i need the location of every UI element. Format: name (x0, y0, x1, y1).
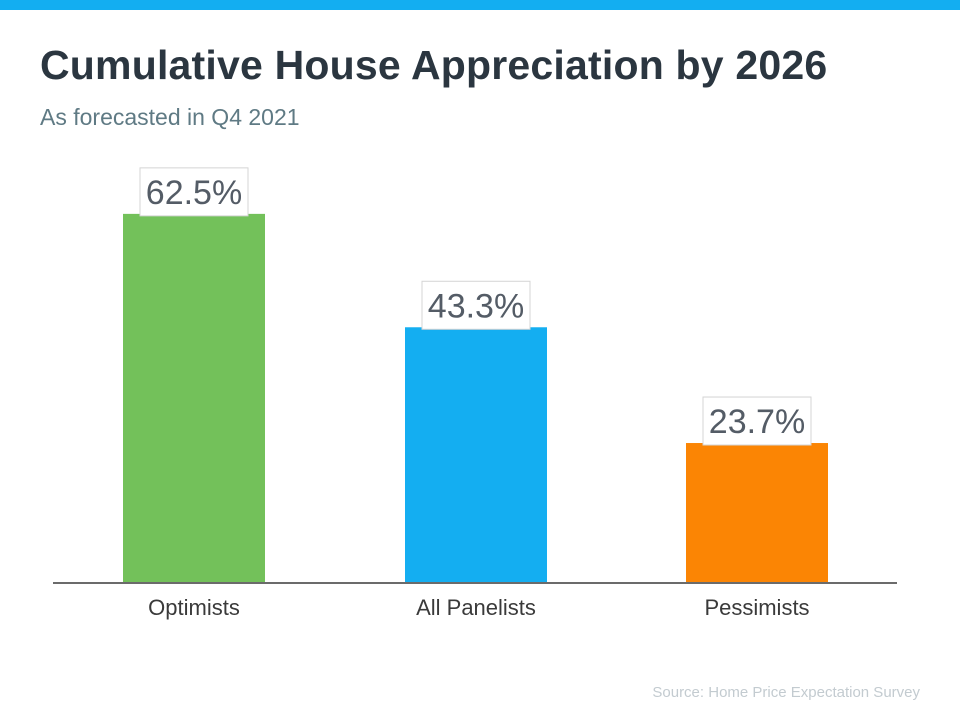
category-label-optimists: Optimists (148, 595, 240, 620)
source-note: Source: Home Price Expectation Survey (652, 684, 920, 701)
value-label-box-all-panelists (421, 280, 531, 330)
value-label-all-panelists: 43.3% (428, 287, 524, 325)
value-label-pessimists: 23.7% (709, 403, 805, 441)
chart-subtitle: As forecasted in Q4 2021 (40, 104, 300, 130)
chart-title: Cumulative House Appreciation by 2026 (40, 42, 828, 88)
bar-pessimists (686, 443, 828, 583)
category-label-all-panelists: All Panelists (416, 595, 536, 620)
top-accent-bar (0, 0, 960, 10)
bar-all-panelists (405, 327, 547, 583)
value-label-box-optimists (139, 167, 249, 217)
value-label-box-pessimists (702, 396, 812, 446)
bar-optimists (123, 213, 265, 583)
value-label-optimists: 62.5% (146, 174, 242, 212)
category-label-pessimists: Pessimists (704, 595, 809, 620)
